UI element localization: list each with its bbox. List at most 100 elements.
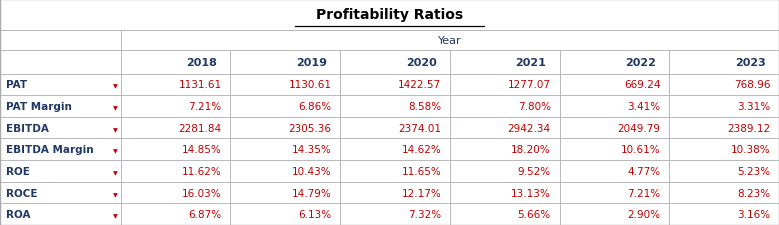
Bar [340,74,450,96]
Bar [231,74,340,96]
Bar [450,96,559,117]
Bar [669,96,779,117]
Text: 1130.61: 1130.61 [288,80,331,90]
Bar [450,182,559,203]
Bar [121,96,231,117]
Text: 5.23%: 5.23% [737,166,770,176]
Text: 14.85%: 14.85% [182,145,222,155]
Bar [340,203,450,225]
Text: 2.90%: 2.90% [628,209,661,219]
Text: Year: Year [438,36,462,45]
Text: 768.96: 768.96 [734,80,770,90]
Text: 2018: 2018 [186,57,217,68]
Bar [450,160,559,182]
Bar [559,139,669,160]
Bar [340,182,450,203]
Text: 1422.57: 1422.57 [398,80,441,90]
Bar [559,117,669,139]
Bar [121,117,231,139]
Bar [340,96,450,117]
Text: ▼: ▼ [113,84,118,89]
Text: 7.32%: 7.32% [408,209,441,219]
Text: 10.61%: 10.61% [621,145,661,155]
Bar [559,182,669,203]
Bar [121,160,231,182]
Bar [0,0,779,30]
Bar [340,117,450,139]
Text: 8.58%: 8.58% [408,101,441,112]
Text: 7.21%: 7.21% [627,188,661,198]
Text: 2374.01: 2374.01 [398,123,441,133]
Bar [0,96,121,117]
Bar [669,51,779,74]
Text: 2389.12: 2389.12 [727,123,770,133]
Text: EBITDA Margin: EBITDA Margin [6,145,93,155]
Text: 6.87%: 6.87% [189,209,222,219]
Text: 7.21%: 7.21% [189,101,222,112]
Text: 6.86%: 6.86% [298,101,331,112]
Text: 2022: 2022 [626,57,656,68]
Text: ▼: ▼ [113,214,118,218]
Text: 1277.07: 1277.07 [508,80,551,90]
Text: 1131.61: 1131.61 [178,80,222,90]
Text: 9.52%: 9.52% [518,166,551,176]
Text: 2049.79: 2049.79 [618,123,661,133]
Text: ▼: ▼ [113,127,118,132]
Text: 8.23%: 8.23% [737,188,770,198]
Text: 14.62%: 14.62% [401,145,441,155]
Bar [559,203,669,225]
Text: 11.62%: 11.62% [182,166,222,176]
Text: ROE: ROE [6,166,30,176]
Text: 7.80%: 7.80% [518,101,551,112]
Text: 2305.36: 2305.36 [288,123,331,133]
Text: ROA: ROA [6,209,30,219]
Bar [559,96,669,117]
Bar [231,117,340,139]
Bar [0,117,121,139]
Bar [669,74,779,96]
Bar [121,51,231,74]
Text: Profitability Ratios: Profitability Ratios [316,8,463,22]
Text: ROCE: ROCE [6,188,37,198]
Text: 3.16%: 3.16% [737,209,770,219]
Bar [121,139,231,160]
Text: 11.65%: 11.65% [401,166,441,176]
Text: ▼: ▼ [113,149,118,154]
Bar [0,160,121,182]
Bar [340,160,450,182]
Bar [121,30,779,51]
Bar [0,203,121,225]
Text: 2019: 2019 [296,57,327,68]
Text: 14.79%: 14.79% [291,188,331,198]
Text: 6.13%: 6.13% [298,209,331,219]
Bar [0,182,121,203]
Bar [669,117,779,139]
Bar [559,51,669,74]
Bar [0,30,121,51]
Bar [450,74,559,96]
Text: 5.66%: 5.66% [518,209,551,219]
Text: 10.38%: 10.38% [731,145,770,155]
Bar [0,139,121,160]
Text: 3.41%: 3.41% [627,101,661,112]
Text: 2281.84: 2281.84 [178,123,222,133]
Text: PAT: PAT [6,80,27,90]
Bar [559,74,669,96]
Text: 2021: 2021 [516,57,546,68]
Bar [450,139,559,160]
Bar [0,51,121,74]
Text: 2023: 2023 [735,57,766,68]
Bar [669,203,779,225]
Bar [121,74,231,96]
Text: 14.35%: 14.35% [291,145,331,155]
Text: ▼: ▼ [113,171,118,176]
Bar [559,160,669,182]
Bar [450,117,559,139]
Text: PAT Margin: PAT Margin [6,101,72,112]
Text: 4.77%: 4.77% [627,166,661,176]
Bar [231,139,340,160]
Text: ▼: ▼ [113,106,118,111]
Bar [231,203,340,225]
Bar [450,51,559,74]
Bar [231,182,340,203]
